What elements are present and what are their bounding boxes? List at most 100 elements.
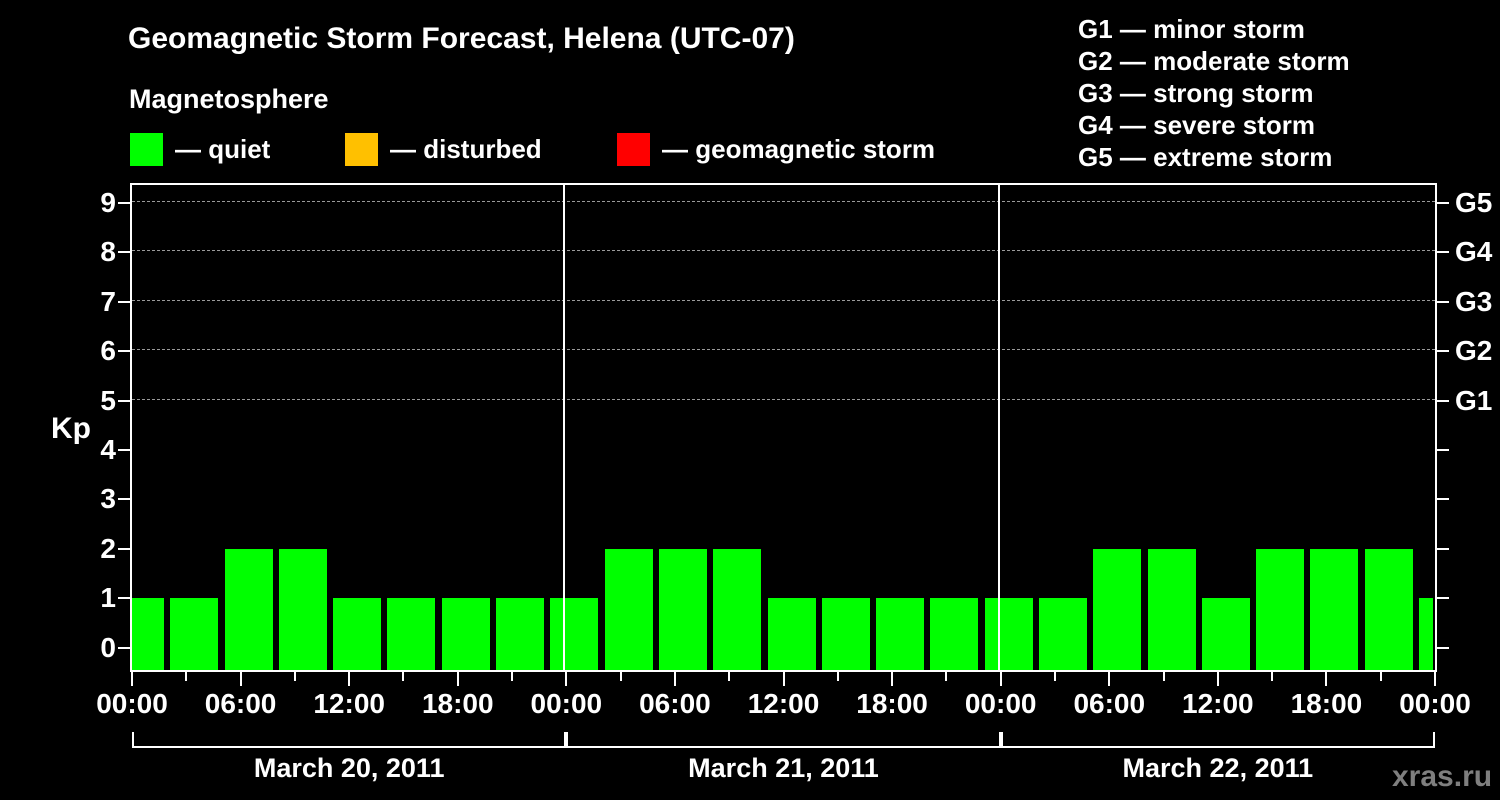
x-tick-label: 00:00 <box>1399 688 1471 719</box>
g-scale-label: G3 <box>1455 285 1493 317</box>
legend-label-quiet: — quiet <box>175 134 271 164</box>
y-tick-label: 5 <box>100 384 116 416</box>
legend-swatch-geomagnetic-storm <box>617 133 650 166</box>
watermark: xras.ru <box>1392 760 1493 793</box>
kp-bar <box>1201 598 1250 670</box>
x-tick <box>1216 672 1219 686</box>
y-tick <box>118 597 130 600</box>
g-legend-item: G4 — severe storm <box>1078 110 1316 140</box>
kp-bar <box>1419 598 1433 670</box>
kp-bar <box>1038 598 1087 670</box>
g-tick <box>1437 547 1449 550</box>
x-tick-label: 18:00 <box>421 688 494 719</box>
kp-bar <box>658 548 707 670</box>
y-tick <box>118 201 130 204</box>
g-legend-item: G3 — strong storm <box>1078 78 1314 108</box>
x-tick <box>1325 672 1328 686</box>
gridline-kp-7 <box>132 299 1435 301</box>
legend-label-disturbed: — disturbed <box>390 134 542 164</box>
x-tick <box>565 672 568 686</box>
x-tick-label: 12:00 <box>747 688 820 719</box>
plot-area <box>130 183 1437 672</box>
kp-bar <box>821 598 870 670</box>
kp-bar <box>387 598 436 670</box>
kp-bar <box>441 598 490 670</box>
x-tick-label: 18:00 <box>856 688 928 719</box>
x-tick-label: 12:00 <box>313 688 385 719</box>
y-tick-label: 9 <box>100 186 116 218</box>
legend-swatch-quiet <box>130 133 163 166</box>
g-tick <box>1437 597 1449 600</box>
kp-bar <box>1310 548 1359 670</box>
g-legend-item: G1 — minor storm <box>1078 14 1305 44</box>
g-tick <box>1437 448 1449 451</box>
x-tick-label: 06:00 <box>204 688 277 719</box>
x-tick-label: 06:00 <box>639 688 711 719</box>
kp-bar <box>170 598 219 670</box>
legend-label-geomagnetic-storm: — geomagnetic storm <box>662 134 936 164</box>
x-tick-label: 00:00 <box>96 688 168 719</box>
g-scale-label: G2 <box>1455 335 1493 367</box>
g-scale-legend: G1 — minor storm G2 — moderate storm G3 — … <box>1078 13 1350 173</box>
x-tick <box>239 672 242 686</box>
g-tick <box>1437 646 1449 649</box>
kp-bar <box>278 548 327 670</box>
x-tick <box>348 672 351 686</box>
date-label: March 20, 2011 <box>253 753 445 783</box>
date-bracket-end <box>998 732 1001 748</box>
kp-bar <box>1364 548 1413 670</box>
x-tick <box>456 672 459 686</box>
y-tick-label: 3 <box>100 483 116 515</box>
x-tick <box>891 672 894 686</box>
date-bracket-end <box>132 732 134 748</box>
y-tick-label: 7 <box>100 285 116 317</box>
x-tick <box>1108 672 1111 686</box>
x-tick <box>782 672 785 686</box>
chart-title: Geomagnetic Storm Forecast, Helena (UTC-… <box>128 22 795 55</box>
x-tick <box>945 672 948 681</box>
date-label: March 21, 2011 <box>688 753 879 783</box>
date-bracket <box>1000 746 1435 748</box>
g-tick <box>1437 498 1449 501</box>
kp-bar <box>333 598 382 670</box>
x-tick <box>1162 672 1165 681</box>
g-scale-label: G5 <box>1455 186 1493 218</box>
x-tick <box>619 672 622 681</box>
y-tick-label: 8 <box>100 236 116 268</box>
y-tick <box>118 646 130 649</box>
y-tick <box>118 547 130 550</box>
kp-bar <box>132 598 164 670</box>
g-legend-item: G5 — extreme storm <box>1078 142 1333 172</box>
kp-bar <box>496 598 545 670</box>
x-tick <box>1053 672 1056 681</box>
kp-bar <box>604 548 653 670</box>
kp-bar <box>984 598 1033 670</box>
y-tick <box>118 350 130 353</box>
y-tick <box>118 300 130 303</box>
date-bracket-end <box>564 732 567 748</box>
day-separator-line <box>563 185 566 670</box>
y-tick <box>118 251 130 254</box>
g-scale-label: G4 <box>1455 236 1493 268</box>
x-tick <box>293 672 296 681</box>
date-bracket-end <box>1433 732 1435 748</box>
date-bracket <box>132 746 567 748</box>
y-tick-label: 4 <box>100 433 116 465</box>
kp-bar <box>930 598 979 670</box>
g-tick <box>1437 201 1449 204</box>
x-tick <box>999 672 1002 686</box>
kp-bar <box>876 598 925 670</box>
y-tick <box>118 448 130 451</box>
magnetosphere-label: Magnetosphere <box>129 84 329 114</box>
x-tick <box>728 672 731 681</box>
kp-bar <box>1256 548 1305 670</box>
g-tick <box>1437 300 1449 303</box>
date-bracket-end <box>1000 732 1003 748</box>
date-bracket <box>566 746 1001 748</box>
x-tick-label: 06:00 <box>1073 688 1146 719</box>
x-tick <box>836 672 839 681</box>
y-tick-label: 1 <box>100 582 116 614</box>
g-tick <box>1437 399 1449 402</box>
kp-bar <box>1093 548 1142 670</box>
